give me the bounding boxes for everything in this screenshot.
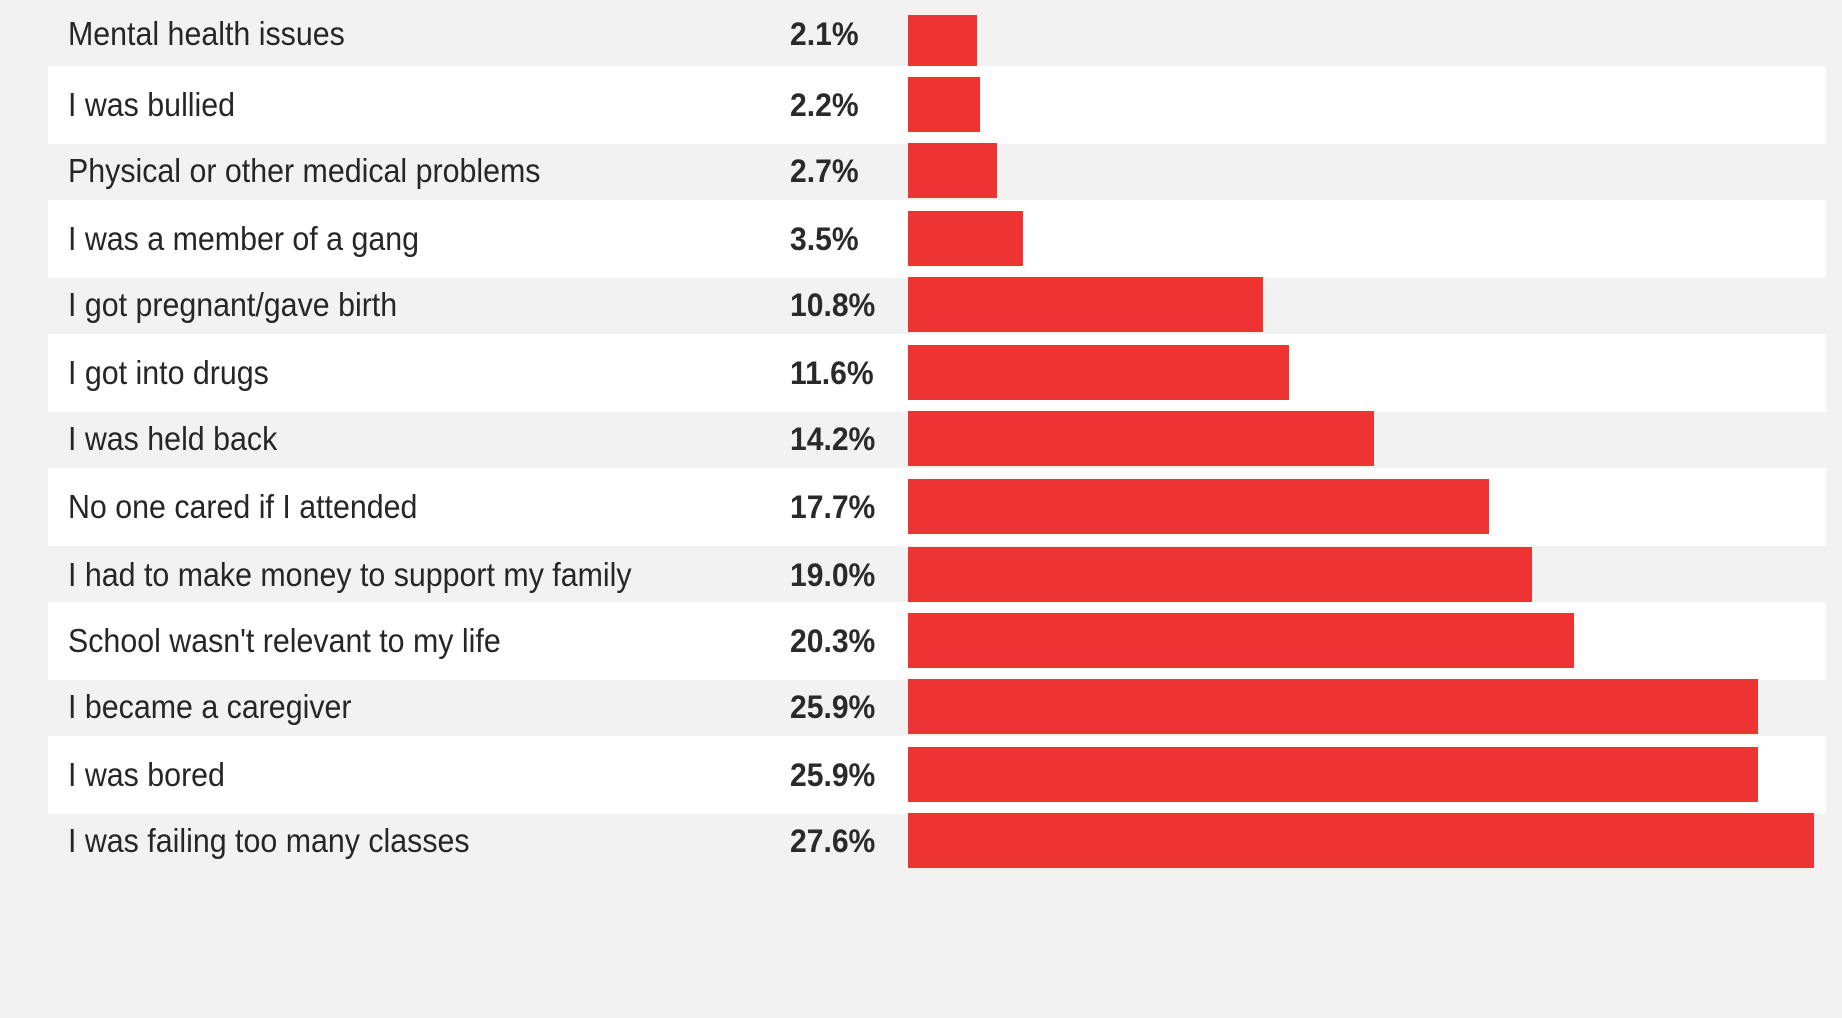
chart-row: I had to make money to support my family… xyxy=(48,536,1826,614)
category-label: I was bullied xyxy=(68,86,236,123)
bar-chart: Mental health issues 2.1% I was bullied 2.2… xyxy=(12,4,1842,1018)
bar xyxy=(908,143,997,198)
chart-row: Physical or other medical problems 2.7% xyxy=(48,132,1826,210)
chart-row: I was bullied 2.2% xyxy=(48,66,1826,144)
category-label: I was bored xyxy=(68,756,225,793)
value-label: 25.9% xyxy=(790,756,876,793)
category-label: I became a caregiver xyxy=(68,688,352,725)
value-label: 20.3% xyxy=(790,622,876,659)
value-label: 10.8% xyxy=(790,286,876,323)
chart-row: I got into drugs 11.6% xyxy=(48,334,1826,412)
value-label: 19.0% xyxy=(790,556,876,593)
chart-row: School wasn't relevant to my life 20.3% xyxy=(48,602,1826,680)
value-label: 11.6% xyxy=(790,354,874,391)
category-label: I was failing too many classes xyxy=(68,822,470,859)
value-label: 2.1% xyxy=(790,15,859,52)
bar xyxy=(908,813,1814,868)
value-label: 2.2% xyxy=(790,86,859,123)
bar xyxy=(908,479,1489,534)
value-label: 17.7% xyxy=(790,488,876,525)
value-label: 2.7% xyxy=(790,152,859,189)
category-label: I was held back xyxy=(68,420,278,457)
bar xyxy=(908,547,1532,602)
bar xyxy=(908,77,980,132)
chart-row: Mental health issues 2.1% xyxy=(48,0,1826,70)
bar xyxy=(908,15,977,70)
category-label: No one cared if I attended xyxy=(68,488,418,525)
chart-row: I was held back 14.2% xyxy=(48,400,1826,478)
category-label: I got into drugs xyxy=(68,354,269,391)
bar xyxy=(908,747,1758,802)
chart-row: I became a caregiver 25.9% xyxy=(48,668,1826,746)
value-label: 14.2% xyxy=(790,420,876,457)
bar xyxy=(908,679,1758,734)
category-label: I got pregnant/gave birth xyxy=(68,286,398,323)
value-label: 3.5% xyxy=(790,220,859,257)
value-label: 25.9% xyxy=(790,688,876,725)
value-label: 27.6% xyxy=(790,822,876,859)
chart-row: I got pregnant/gave birth 10.8% xyxy=(48,266,1826,344)
bar xyxy=(908,277,1263,332)
category-label: School wasn't relevant to my life xyxy=(68,622,501,659)
bar xyxy=(908,613,1574,668)
category-label: Mental health issues xyxy=(68,15,345,52)
chart-row: I was a member of a gang 3.5% xyxy=(48,200,1826,278)
chart-row: No one cared if I attended 17.7% xyxy=(48,468,1826,546)
chart-row: I was bored 25.9% xyxy=(48,736,1826,814)
bar xyxy=(908,211,1023,266)
chart-row: I was failing too many classes 27.6% xyxy=(48,802,1826,880)
category-label: I was a member of a gang xyxy=(68,220,420,257)
bar xyxy=(908,345,1289,400)
category-label: Physical or other medical problems xyxy=(68,152,541,189)
bar xyxy=(908,411,1374,466)
category-label: I had to make money to support my family xyxy=(68,556,632,593)
